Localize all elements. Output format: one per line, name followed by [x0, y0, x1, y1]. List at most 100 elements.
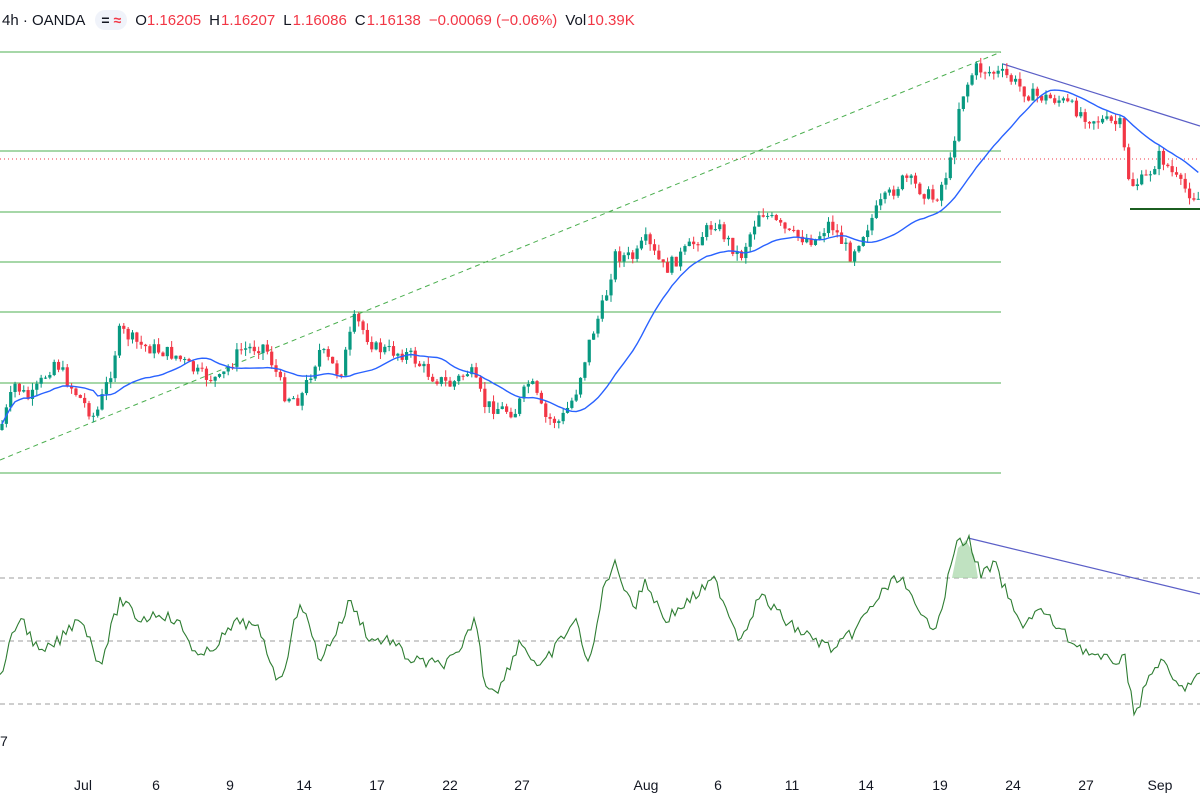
candle	[500, 402, 504, 410]
candle-body	[613, 251, 617, 280]
candle-body	[78, 394, 82, 398]
candle-body	[1031, 88, 1035, 101]
candle-body	[139, 341, 143, 345]
candle	[248, 343, 252, 354]
candle-body	[644, 234, 648, 241]
candle	[687, 238, 691, 247]
candle	[1166, 163, 1170, 168]
candle	[348, 326, 352, 356]
candle	[235, 343, 239, 372]
candle	[548, 413, 552, 426]
candle	[561, 408, 565, 425]
candle-body	[35, 383, 39, 390]
candle	[1187, 182, 1192, 205]
candle-body	[204, 368, 209, 380]
candle	[652, 239, 657, 256]
candle-body	[48, 375, 52, 378]
candle-body	[831, 221, 835, 231]
candle-body	[126, 328, 130, 340]
candle-body	[792, 229, 796, 231]
candle-body	[1100, 118, 1105, 123]
candle-body	[1153, 169, 1157, 175]
candle-body	[905, 175, 909, 178]
candle	[618, 246, 622, 268]
candle-body	[539, 392, 543, 404]
candle-body	[300, 393, 304, 406]
candle	[1100, 115, 1105, 124]
candle-body	[548, 416, 552, 419]
candle-body	[170, 346, 174, 359]
candle	[970, 73, 974, 86]
candle	[287, 397, 291, 403]
candle-body	[13, 383, 17, 392]
equals-wave-icon[interactable]: = ≈	[95, 10, 128, 30]
candle-body	[800, 236, 804, 243]
candle-body	[309, 378, 313, 381]
candle	[926, 186, 931, 200]
candle-body	[191, 361, 195, 372]
candle-body	[352, 313, 356, 332]
candle-body	[1118, 118, 1122, 125]
candle-body	[174, 355, 178, 359]
candle-body	[578, 377, 583, 395]
candle-body	[1022, 86, 1026, 97]
candle-body	[357, 313, 361, 322]
candle-body	[413, 350, 417, 364]
candle-body	[496, 408, 500, 414]
candle-body	[835, 230, 839, 233]
candle-body	[348, 331, 352, 350]
candle	[139, 335, 143, 349]
candle-body	[1061, 98, 1065, 101]
candle-body	[531, 381, 535, 384]
oscillator-line	[0, 533, 1200, 717]
candle-body	[839, 232, 844, 244]
candle	[766, 212, 770, 220]
candle-body	[1092, 121, 1096, 124]
candle-body	[626, 252, 630, 256]
candle-body	[1196, 198, 1200, 200]
candle-body	[513, 413, 517, 418]
candle-body	[426, 363, 430, 377]
high-value: 1.16207	[220, 11, 276, 29]
candle-body	[1127, 147, 1131, 180]
candle-body	[783, 222, 787, 229]
candle-body	[657, 250, 661, 260]
candle	[1031, 83, 1035, 101]
time-tick-label: 14	[296, 777, 312, 793]
candle	[783, 221, 787, 234]
candle-body	[196, 367, 200, 372]
high-label: H	[209, 11, 220, 29]
candle	[383, 344, 387, 355]
change-value: −0.00069 (−0.06%)	[428, 11, 558, 29]
candle-body	[1074, 100, 1079, 117]
candle	[539, 390, 543, 405]
candle	[522, 384, 526, 402]
symbol-label[interactable]: 4h · OANDA	[2, 11, 86, 29]
candle-body	[874, 205, 878, 218]
oscillator-pane: 7	[0, 533, 1200, 749]
candle-body	[117, 325, 122, 356]
candle	[1079, 107, 1083, 119]
candle-body	[161, 352, 165, 357]
candle-body	[1135, 184, 1139, 187]
candle	[278, 369, 282, 381]
candle	[143, 343, 148, 352]
candle	[1135, 178, 1139, 191]
candle-body	[953, 140, 957, 158]
candle-body	[109, 378, 113, 383]
candle-body	[609, 279, 613, 296]
candle-body	[217, 374, 222, 377]
time-tick-label: 11	[785, 777, 800, 793]
candle-body	[866, 230, 870, 238]
time-tick-label: 27	[1078, 777, 1094, 793]
candle-body	[500, 406, 504, 409]
candle	[770, 212, 774, 218]
candle	[1022, 86, 1026, 103]
candle	[1070, 99, 1074, 104]
candle	[65, 363, 69, 388]
candle-body	[570, 400, 574, 408]
candle-body	[679, 251, 683, 267]
candle	[879, 193, 883, 211]
candle	[0, 419, 4, 431]
